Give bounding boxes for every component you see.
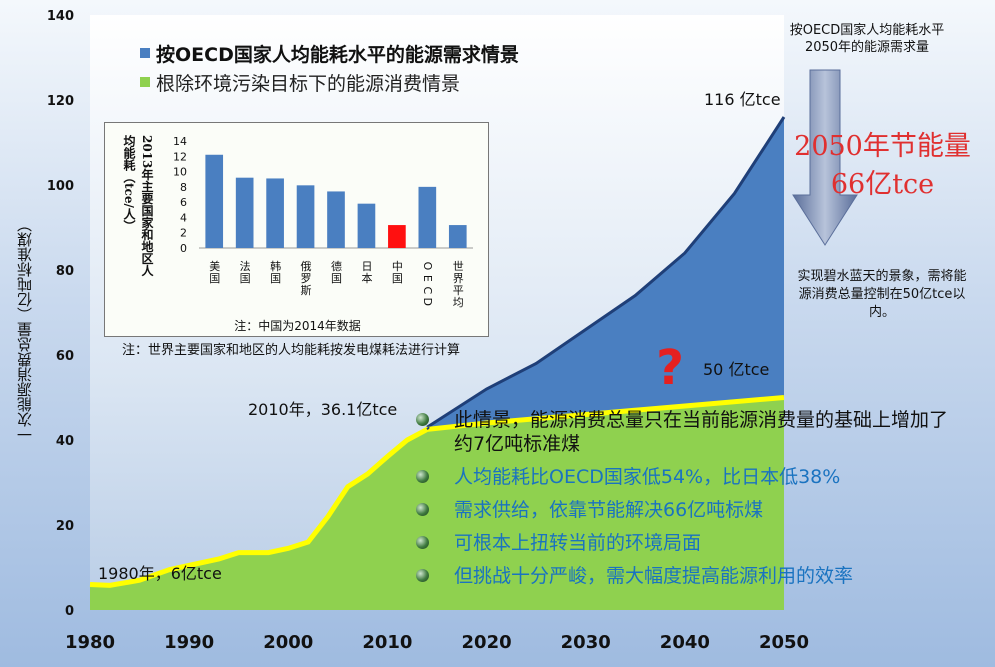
footnote: 注：世界主要国家和地区的人均能耗按发电煤耗法进行计算: [122, 343, 461, 358]
x-tick-label: 1980: [65, 632, 115, 653]
inset-x-tick-label: 世界平均: [451, 260, 464, 308]
bullet-icon: [416, 413, 429, 426]
chart-legend: 按OECD国家人均能耗水平的能源需求情景 根除环境污染目标下的能源消费情景: [140, 40, 519, 98]
series-area-oecd: [427, 117, 784, 430]
bullet-text: 但挑战十分严峻，需大幅度提高能源利用的效率: [454, 565, 854, 587]
inset-x-tick-label: 俄罗斯: [299, 260, 312, 296]
inset-y-tick-label: 2: [180, 227, 187, 240]
inset-y-tick-label: 14: [173, 135, 187, 148]
legend-item-oecd: 按OECD国家人均能耗水平的能源需求情景: [140, 40, 519, 66]
inset-y-axis-label: 2013年主要国家和地区人 均能耗（tce/人）: [112, 135, 156, 310]
bullet-icon: [416, 536, 429, 549]
bullet-item: 人均能耗比OECD国家低54%，比日本低38%: [414, 465, 954, 489]
question-mark-icon: ?: [656, 340, 684, 396]
bullet-text: 人均能耗比OECD国家低54%，比日本低38%: [454, 466, 841, 488]
saving-amount: 2050年节能量 66亿tce: [770, 128, 995, 204]
bullet-text: 需求供给，依靠节能解决66亿吨标煤: [454, 499, 764, 521]
inset-bar: [388, 225, 406, 248]
inset-x-tick-label: 日本: [360, 261, 373, 285]
y-tick-label: 40: [56, 434, 74, 449]
y-tick-label: 0: [65, 604, 74, 619]
legend-item-clean: 根除环境污染目标下的能源消费情景: [140, 66, 519, 98]
x-tick-label: 2030: [561, 632, 611, 653]
x-tick-label: 1990: [164, 632, 214, 653]
saving-line1: 2050年节能量: [794, 131, 971, 162]
bullet-item: 需求供给，依靠节能解决66亿吨标煤: [414, 498, 954, 522]
right-note: 实现碧水蓝天的景象，需将能源消费总量控制在50亿tce以内。: [797, 269, 967, 320]
main-y-axis-label: 一次能源消费总量（亿吨标准煤）: [16, 217, 34, 443]
saving-line2: 66亿tce: [830, 169, 935, 200]
y-tick-label: 100: [47, 179, 74, 194]
legend-swatch-blue: [140, 48, 150, 58]
legend-label-oecd: 按OECD国家人均能耗水平的能源需求情景: [156, 43, 519, 66]
top-value-label: 116 亿tce: [704, 90, 781, 109]
inset-y-tick-label: 4: [180, 211, 187, 224]
y-axis-ticks: 0 20 40 60 80 100 120 140: [47, 9, 74, 619]
inset-x-tick-label: 美国: [208, 260, 221, 284]
y-tick-label: 120: [47, 94, 74, 109]
x-tick-label: 2020: [462, 632, 512, 653]
inset-bar: [205, 154, 224, 248]
bullet-list: 此情景，能源消费总量只在当前能源消费量的基础上增加了约7亿吨标准煤 人均能耗比O…: [414, 408, 954, 597]
series-line-oecd: [426, 116, 786, 429]
bullet-item: 但挑战十分严峻，需大幅度提高能源利用的效率: [414, 564, 954, 588]
y-tick-label: 140: [47, 9, 74, 24]
green-end-label: 50 亿tce: [703, 360, 770, 379]
inset-y-label-line2: 均能耗（tce/人）: [122, 135, 136, 232]
scenario-split-line: [426, 426, 430, 431]
arrow-caption: 按OECD国家人均能耗水平2050年的能源需求量: [789, 23, 945, 55]
inset-y-tick-label: 12: [173, 150, 187, 163]
inset-note: 注：中国为2014年数据: [234, 319, 361, 333]
inset-bar: [448, 225, 467, 248]
x-tick-label: 2010: [362, 632, 412, 653]
legend-label-clean: 根除环境污染目标下的能源消费情景: [156, 72, 461, 95]
x-tick-label: 2000: [263, 632, 313, 653]
bullet-icon: [416, 503, 429, 516]
inset-x-tick-label: 中国: [390, 260, 403, 284]
y-tick-label: 60: [56, 349, 74, 364]
inset-bar: [357, 203, 376, 248]
bullet-text: 此情景，能源消费总量只在当前能源消费量的基础上增加了约7亿吨标准煤: [454, 409, 949, 455]
chart-series-areas: [89, 116, 786, 610]
inset-y-label-line1: 2013年主要国家和地区人: [140, 135, 154, 277]
inset-y-tick-label: 0: [180, 242, 187, 255]
inset-y-tick-label: 10: [173, 166, 187, 179]
inset-bar: [327, 191, 345, 248]
bullet-text: 可根本上扭转当前的环境局面: [454, 532, 702, 554]
saving-arrow-icon: [792, 69, 858, 246]
inset-x-tick-label: 法国: [238, 259, 251, 284]
inset-y-tick-label: 8: [180, 181, 187, 194]
chart-markers: [426, 426, 430, 431]
y-tick-label: 20: [56, 519, 74, 534]
y-tick-label: 80: [56, 264, 74, 279]
inset-chart-panel: 2013年主要国家和地区人 均能耗（tce/人） 0 2 4 6 8 10 12 14 美国 法国…: [104, 122, 489, 337]
inset-x-tick-label: 德国: [330, 259, 343, 284]
start-label: 1980年，6亿tce: [98, 564, 222, 583]
x-tick-label: 2040: [660, 632, 710, 653]
mid-label: 2010年，36.1亿tce: [248, 400, 398, 419]
bullet-icon: [416, 569, 429, 582]
inset-bar: [296, 185, 315, 248]
bullet-item: 此情景，能源消费总量只在当前能源消费量的基础上增加了约7亿吨标准煤: [414, 408, 954, 456]
bullet-icon: [416, 470, 429, 483]
inset-x-tick-label: 韩国: [269, 259, 282, 284]
x-tick-label: 2050: [759, 632, 809, 653]
inset-bar: [235, 177, 254, 248]
legend-swatch-green: [140, 77, 150, 87]
bullet-item: 可根本上扭转当前的环境局面: [414, 531, 954, 555]
inset-bar: [418, 186, 437, 248]
inset-y-tick-label: 6: [180, 196, 187, 209]
x-axis-ticks: 1980 1990 2000 2010 2020 2030 2040 2050: [65, 632, 809, 653]
series-area-clean: [90, 397, 784, 610]
series-line-clean: [89, 395, 785, 588]
inset-bar: [266, 178, 284, 248]
